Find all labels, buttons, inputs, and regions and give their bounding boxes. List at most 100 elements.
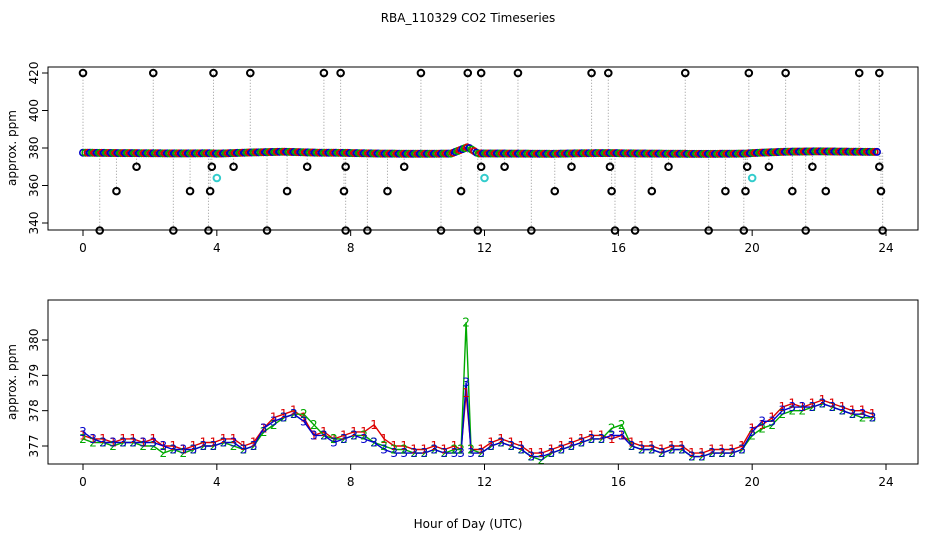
cyan-point-0 [212,173,222,183]
series-2-marker-49: 2 [558,443,566,457]
bottom-x-tick-label-16: 16 [611,475,626,489]
series-1-marker-63: 1 [698,446,706,460]
series-2-marker-0: 2 [79,432,87,446]
bottom-x-tick-label-24: 24 [878,475,893,489]
series-1-marker-33: 1 [410,443,418,457]
series-3-marker-54: 3 [608,428,616,442]
series-3-marker-4: 3 [119,435,127,449]
series-2-marker-57: 2 [638,443,646,457]
series-1-marker-1: 1 [89,432,97,446]
series-3-marker-29: 3 [370,435,378,449]
series-2-marker-68: 2 [748,428,756,442]
series-3-marker-2: 3 [99,435,107,449]
series-3-marker-36: 3 [441,446,449,460]
series-2-marker-42: 2 [487,439,495,453]
series-2-marker-15: 2 [230,439,238,453]
series-3-marker-73: 3 [799,400,807,414]
mid-outlier-point-28 [876,186,886,196]
series-3-marker-40: 3 [467,446,475,460]
mid-outlier-point-2 [185,186,195,196]
mid-outlier-point-7 [302,162,312,172]
series-3-marker-70: 3 [768,414,776,428]
mid-outlier-point-4 [207,162,217,172]
high-outlier-point-7 [463,68,473,78]
chart-title: RBA_110329 CO2 Timeseries [381,11,556,25]
top-y-tick-label-360: 360 [27,174,41,197]
series-3-marker-78: 3 [849,407,857,421]
series-1-marker-56: 1 [628,435,636,449]
series-3-marker-24: 3 [320,428,328,442]
series-2-marker-4: 2 [119,435,127,449]
top-x-tick-label-0: 0 [79,241,87,255]
series-3-marker-38: 3 [457,446,465,460]
series-1-marker-2: 1 [99,432,107,446]
series-2-marker-30: 2 [380,439,388,453]
top-x-tick-label-20: 20 [745,241,760,255]
series-1-marker-53: 1 [598,428,606,442]
series-2-marker-50: 2 [568,439,576,453]
mid-outlier-point-15 [550,186,560,196]
series-1-marker-16: 1 [240,439,248,453]
series-2-marker-18: 2 [260,425,268,439]
series-1-marker-39: 1 [462,386,470,400]
top-x-tick-label-16: 16 [611,241,626,255]
series-3-marker-43: 3 [497,435,505,449]
series-2-marker-11: 2 [190,443,198,457]
bottom-plot-frame [47,299,919,465]
series-2-marker-47: 2 [538,453,546,467]
series-line-3 [82,382,873,458]
series-1-marker-31: 1 [390,439,398,453]
series-3-marker-47: 3 [538,450,546,464]
series-2-marker-76: 2 [829,400,837,414]
series-2-marker-20: 2 [280,411,288,425]
series-1-marker-71: 1 [778,400,786,414]
series-1-marker-30: 1 [380,432,388,446]
high-outlier-point-12 [680,68,690,78]
series-1-marker-15: 1 [230,432,238,446]
mid-outlier-point-18 [605,162,615,172]
series-3-marker-34: 3 [420,446,428,460]
series-3-marker-68: 3 [748,425,756,439]
high-outlier-point-14 [781,68,790,78]
series-2-marker-60: 2 [668,443,676,457]
x-axis-label: Hour of Day (UTC) [414,517,523,531]
high-outlier-point-8 [476,68,486,78]
series-1-marker-70: 1 [768,411,776,425]
mid-outlier-point-27 [821,186,831,196]
series-3-marker-62: 3 [688,450,696,464]
series-2-marker-64: 2 [708,446,716,460]
bottom-y-tick-label-378: 378 [27,399,41,422]
bottom-x-tick-label-4: 4 [213,475,221,489]
series-3-marker-16: 3 [240,443,248,457]
high-outlier-point-10 [587,68,596,78]
series-3-marker-41: 3 [477,446,485,460]
mid-outlier-point-26 [808,162,817,172]
series-3-marker-32: 3 [400,446,408,460]
top-y-tick-label-340: 340 [27,212,41,235]
series-2-marker-74: 2 [809,400,817,414]
top-x-tick-label-8: 8 [347,241,355,255]
top-panel: 0 4 8 12 16 20 24 340 360 380 400 420 approx. ppm [5,62,919,255]
series-1-marker-26: 1 [340,428,348,442]
series-3-marker-80: 3 [869,411,877,425]
series-2-marker-40: 2 [467,443,475,457]
series-2-marker-29: 2 [370,435,378,449]
bottom-y-tick-label-380: 380 [27,329,41,352]
series-3-marker-9: 3 [170,443,178,457]
series-3-marker-1: 3 [89,432,97,446]
series-2-marker-38: 2 [457,443,465,457]
series-2-marker-43: 2 [497,435,505,449]
mid-outlier-point-13 [476,162,486,172]
series-2-marker-22: 2 [300,407,308,421]
series-2-marker-79: 2 [859,411,867,425]
series-1-marker-9: 1 [170,439,178,453]
series-1-marker-8: 1 [159,439,167,453]
series-1-marker-40: 1 [467,443,475,457]
series-1-marker-54: 1 [608,432,616,446]
series-3-marker-79: 3 [859,407,867,421]
series-2-marker-34: 2 [420,446,428,460]
series-2-marker-2: 2 [99,435,107,449]
series-2-marker-39: 2 [462,315,470,329]
series-3-marker-45: 3 [517,443,525,457]
